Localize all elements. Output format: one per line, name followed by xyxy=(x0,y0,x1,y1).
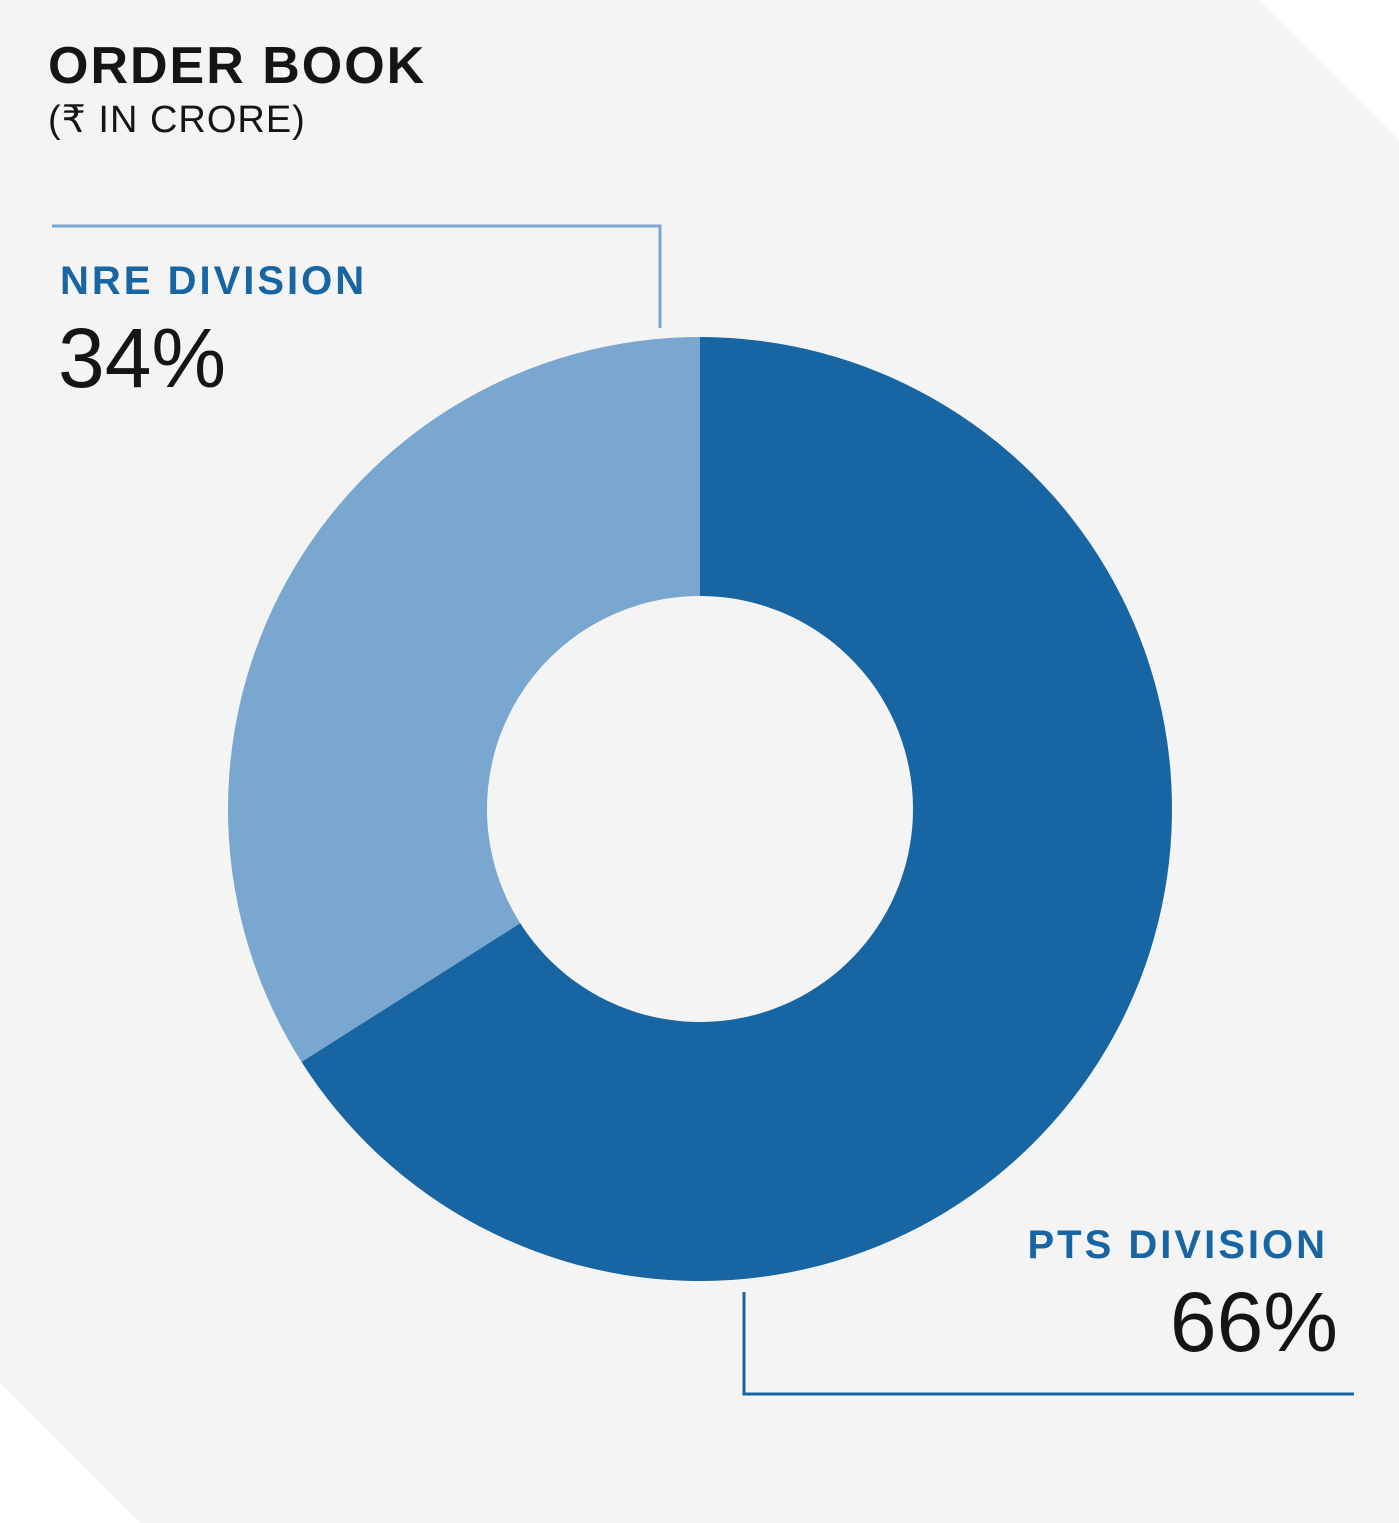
leader-line-pts xyxy=(742,1292,1354,1396)
leader-line-nre xyxy=(52,224,662,328)
chart-subtitle: (₹ IN CRORE) xyxy=(48,99,306,141)
slice-label-pts: PTS DIVISION xyxy=(1028,1223,1329,1267)
slice-value-pts: 66% xyxy=(1170,1275,1338,1369)
slice-label-nre: NRE DIVISION xyxy=(60,259,367,303)
chart-title: ORDER BOOK xyxy=(48,37,427,95)
slice-nre-division xyxy=(227,337,700,1062)
slice-value-nre: 34% xyxy=(58,311,226,405)
slice-pts-division xyxy=(301,337,1172,1281)
